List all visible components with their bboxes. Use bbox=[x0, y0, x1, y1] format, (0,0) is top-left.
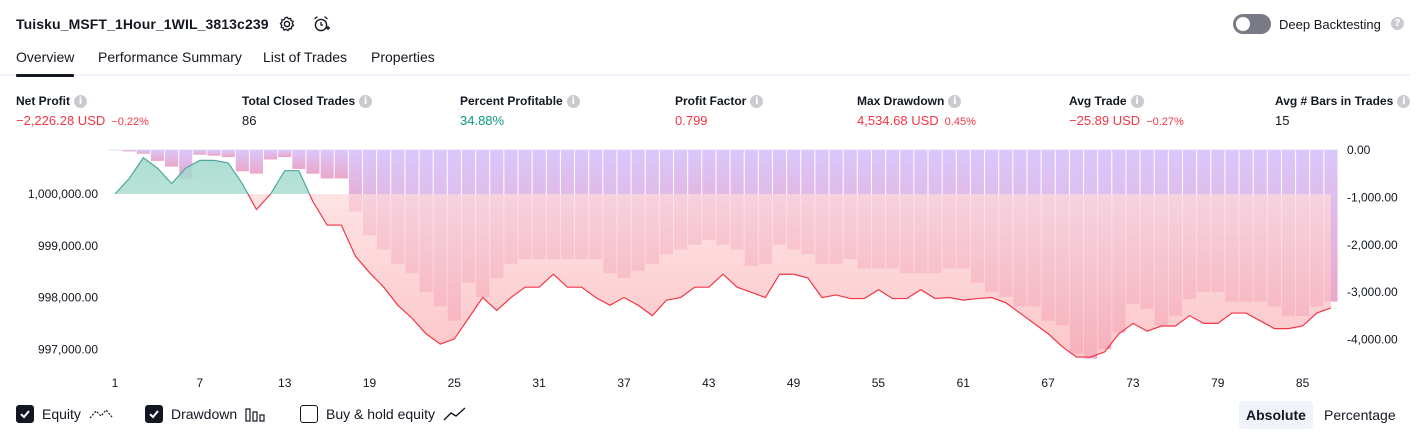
right-axis-label: -1,000.00 bbox=[1347, 190, 1398, 204]
metric-value: 15 bbox=[1275, 113, 1289, 128]
metric-value: 34.88% bbox=[460, 113, 504, 128]
x-axis-label: 1 bbox=[112, 376, 119, 390]
x-axis-label: 43 bbox=[702, 376, 716, 390]
left-axis-label: 998,000.00 bbox=[38, 291, 98, 305]
metric-label: Avg # Bars in Trades bbox=[1275, 94, 1393, 108]
drawdown-bar bbox=[278, 150, 291, 157]
x-axis-label: 7 bbox=[196, 376, 203, 390]
toggle-knob bbox=[1236, 17, 1250, 31]
drawdown-bar bbox=[123, 150, 136, 151]
x-axis-label: 73 bbox=[1126, 376, 1140, 390]
equity-drawdown-chart[interactable]: 1,000,000.00 999,000.00 998,000.00 997,000.… bbox=[0, 140, 1424, 390]
info-icon[interactable]: i bbox=[359, 95, 372, 108]
tab-list-of-trades[interactable]: List of Trades bbox=[263, 49, 347, 65]
info-icon[interactable]: i bbox=[567, 95, 580, 108]
strategy-name: Tuisku_MSFT_1Hour_1WIL_3813c239 bbox=[16, 16, 269, 32]
drawdown-checkbox[interactable] bbox=[145, 405, 163, 423]
metric-label: Avg Trade bbox=[1069, 94, 1127, 108]
absolute-button[interactable]: Absolute bbox=[1239, 401, 1313, 429]
x-axis-label: 85 bbox=[1296, 376, 1310, 390]
left-axis-label: 999,000.00 bbox=[38, 239, 98, 253]
metric-percent-profitable: Percent Profitable i 34.88% bbox=[460, 94, 580, 128]
right-axis-label: -4,000.00 bbox=[1347, 333, 1398, 347]
drawdown-label: Drawdown bbox=[171, 406, 237, 422]
x-axis-label: 25 bbox=[448, 376, 462, 390]
metric-percent: −0.27% bbox=[1146, 116, 1184, 128]
x-axis-label: 37 bbox=[617, 376, 631, 390]
metric-label: Percent Profitable bbox=[460, 94, 563, 108]
metric-profit-factor: Profit Factor i 0.799 bbox=[675, 94, 763, 128]
metric-percent: 0.45% bbox=[945, 116, 976, 128]
report-tabs: Overview Performance Summary List of Tra… bbox=[0, 46, 1410, 76]
metric-label: Profit Factor bbox=[675, 94, 746, 108]
drawdown-bar bbox=[321, 150, 334, 178]
x-axis-label: 61 bbox=[957, 376, 971, 390]
equity-line-icon bbox=[89, 406, 113, 422]
right-axis-label: -3,000.00 bbox=[1347, 285, 1398, 299]
deep-backtesting-label: Deep Backtesting bbox=[1279, 17, 1381, 32]
metric-net-profit: Net Profit i −2,226.28 USD −0.22% bbox=[16, 94, 149, 128]
legend-equity[interactable]: Equity bbox=[16, 403, 113, 425]
drawdown-bar bbox=[165, 150, 178, 167]
metric-label: Net Profit bbox=[16, 94, 70, 108]
x-axis-label: 49 bbox=[787, 376, 801, 390]
drawdown-bar bbox=[292, 150, 305, 169]
x-axis-label: 19 bbox=[363, 376, 377, 390]
metric-total-closed-trades: Total Closed Trades i 86 bbox=[242, 94, 372, 128]
metric-avg-bars: Avg # Bars in Trades i 15 bbox=[1275, 94, 1410, 128]
right-axis-label: 0.00 bbox=[1347, 143, 1371, 157]
drawdown-bar bbox=[236, 150, 249, 171]
metric-label: Max Drawdown bbox=[857, 94, 944, 108]
metric-value: 0.799 bbox=[675, 113, 708, 128]
metric-value: 86 bbox=[242, 113, 256, 128]
x-axis-label: 79 bbox=[1211, 376, 1225, 390]
legend-drawdown[interactable]: Drawdown bbox=[145, 403, 267, 425]
metric-max-drawdown: Max Drawdown i 4,534.68 USD 0.45% bbox=[857, 94, 976, 128]
help-icon[interactable]: ? bbox=[1391, 17, 1404, 30]
drawdown-bars-icon bbox=[245, 406, 267, 422]
settings-gear-icon[interactable] bbox=[276, 13, 298, 35]
percentage-button[interactable]: Percentage bbox=[1317, 401, 1403, 429]
strategy-header: Tuisku_MSFT_1Hour_1WIL_3813c239 Deep Bac… bbox=[0, 0, 1424, 46]
drawdown-bar bbox=[137, 150, 150, 154]
info-icon[interactable]: i bbox=[74, 95, 87, 108]
right-axis-label: -2,000.00 bbox=[1347, 238, 1398, 252]
equity-label: Equity bbox=[42, 406, 81, 422]
x-axis-label: 55 bbox=[872, 376, 886, 390]
x-axis-label: 67 bbox=[1041, 376, 1055, 390]
tab-performance-summary[interactable]: Performance Summary bbox=[98, 49, 242, 65]
add-alert-clock-icon[interactable] bbox=[310, 13, 332, 35]
legend-buy-hold[interactable]: Buy & hold equity bbox=[300, 403, 467, 425]
x-axis-label: 31 bbox=[532, 376, 546, 390]
metric-value: −2,226.28 USD bbox=[16, 113, 105, 128]
metric-value: −25.89 USD bbox=[1069, 113, 1140, 128]
drawdown-bar bbox=[264, 150, 277, 159]
metric-avg-trade: Avg Trade i −25.89 USD −0.27% bbox=[1069, 94, 1184, 128]
drawdown-bar bbox=[193, 150, 206, 155]
drawdown-bar bbox=[250, 150, 263, 174]
drawdown-bar bbox=[222, 150, 235, 157]
drawdown-bar bbox=[306, 150, 319, 174]
metric-value: 4,534.68 USD bbox=[857, 113, 939, 128]
equity-checkbox[interactable] bbox=[16, 405, 34, 423]
buy-hold-checkbox[interactable] bbox=[300, 405, 318, 423]
info-icon[interactable]: i bbox=[1397, 95, 1410, 108]
left-axis-label: 997,000.00 bbox=[38, 342, 98, 356]
tab-properties[interactable]: Properties bbox=[371, 49, 435, 65]
left-axis-label: 1,000,000.00 bbox=[28, 187, 98, 201]
x-axis-label: 13 bbox=[278, 376, 292, 390]
metric-percent: −0.22% bbox=[111, 116, 149, 128]
drawdown-bar bbox=[151, 150, 164, 161]
info-icon[interactable]: i bbox=[750, 95, 763, 108]
deep-backtesting-toggle[interactable] bbox=[1233, 14, 1271, 34]
info-icon[interactable]: i bbox=[1131, 95, 1144, 108]
buy-hold-line-icon bbox=[443, 406, 467, 422]
info-icon[interactable]: i bbox=[948, 95, 961, 108]
buy-hold-label: Buy & hold equity bbox=[326, 406, 435, 422]
drawdown-bar bbox=[335, 150, 348, 178]
drawdown-bar bbox=[207, 150, 220, 156]
tab-overview[interactable]: Overview bbox=[16, 49, 74, 65]
metric-label: Total Closed Trades bbox=[242, 94, 355, 108]
